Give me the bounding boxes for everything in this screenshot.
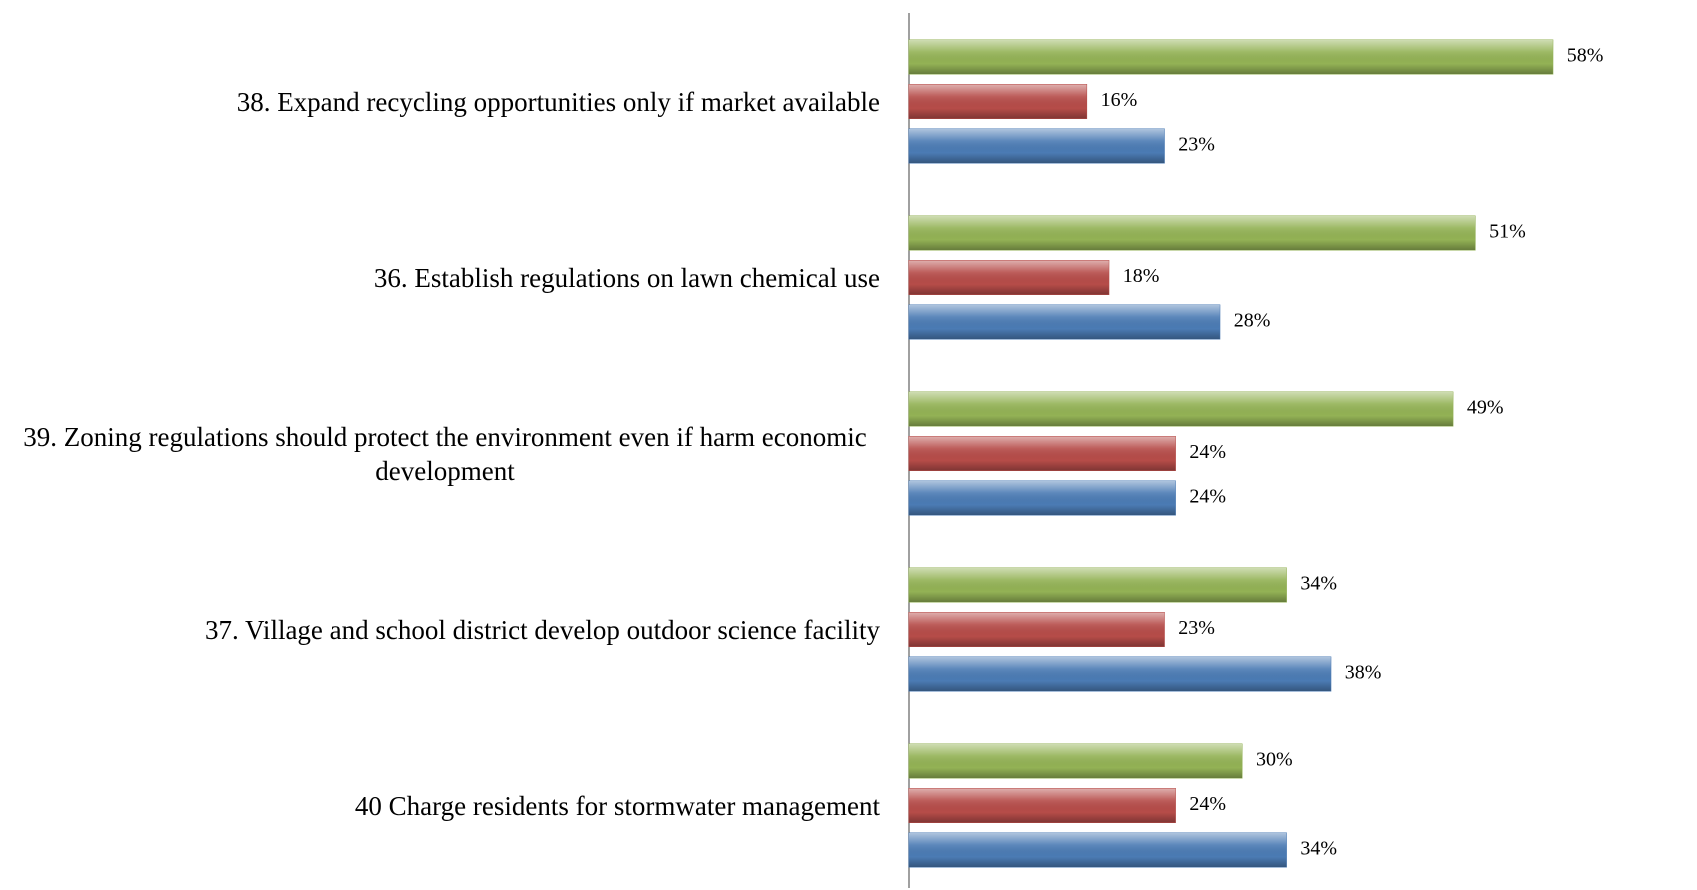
category-label: 36. Establish regulations on lawn chemic… (373, 262, 880, 293)
bar-shine (909, 788, 1176, 823)
bar-shine (909, 568, 1287, 602)
bar-shine (909, 40, 1553, 74)
value-label: 23% (1178, 617, 1215, 639)
bar-shine (909, 392, 1453, 426)
value-label: 49% (1467, 397, 1504, 419)
category-label: 38. Expand recycling opportunities only … (236, 86, 880, 117)
value-label: 18% (1123, 265, 1160, 287)
value-label: 24% (1189, 793, 1226, 815)
bar-shine (909, 436, 1176, 471)
value-label: 58% (1567, 45, 1604, 67)
value-label: 24% (1189, 441, 1226, 463)
bar-shine (909, 84, 1087, 119)
value-label: 38% (1345, 662, 1382, 684)
bar-shine (909, 833, 1287, 867)
bar-shine (909, 305, 1220, 339)
bar-shine (909, 744, 1242, 778)
value-label: 51% (1489, 221, 1526, 243)
value-label: 28% (1234, 310, 1271, 332)
value-label: 34% (1300, 573, 1337, 595)
bar-shine (909, 612, 1165, 647)
bar-shine (909, 481, 1176, 515)
value-label: 30% (1256, 749, 1293, 771)
category-label: 40 Charge residents for stormwater manag… (354, 790, 880, 821)
value-label: 23% (1178, 134, 1215, 156)
category-label: 39. Zoning regulations should protect th… (23, 421, 867, 486)
value-label: 16% (1101, 89, 1138, 111)
bar-shine (909, 657, 1331, 691)
bar-shine (909, 216, 1476, 250)
bar-shine (909, 260, 1109, 295)
value-label: 24% (1189, 486, 1226, 508)
bar-shine (909, 129, 1165, 163)
value-label: 34% (1300, 838, 1337, 860)
category-label: 37. Village and school district develop … (205, 614, 880, 645)
